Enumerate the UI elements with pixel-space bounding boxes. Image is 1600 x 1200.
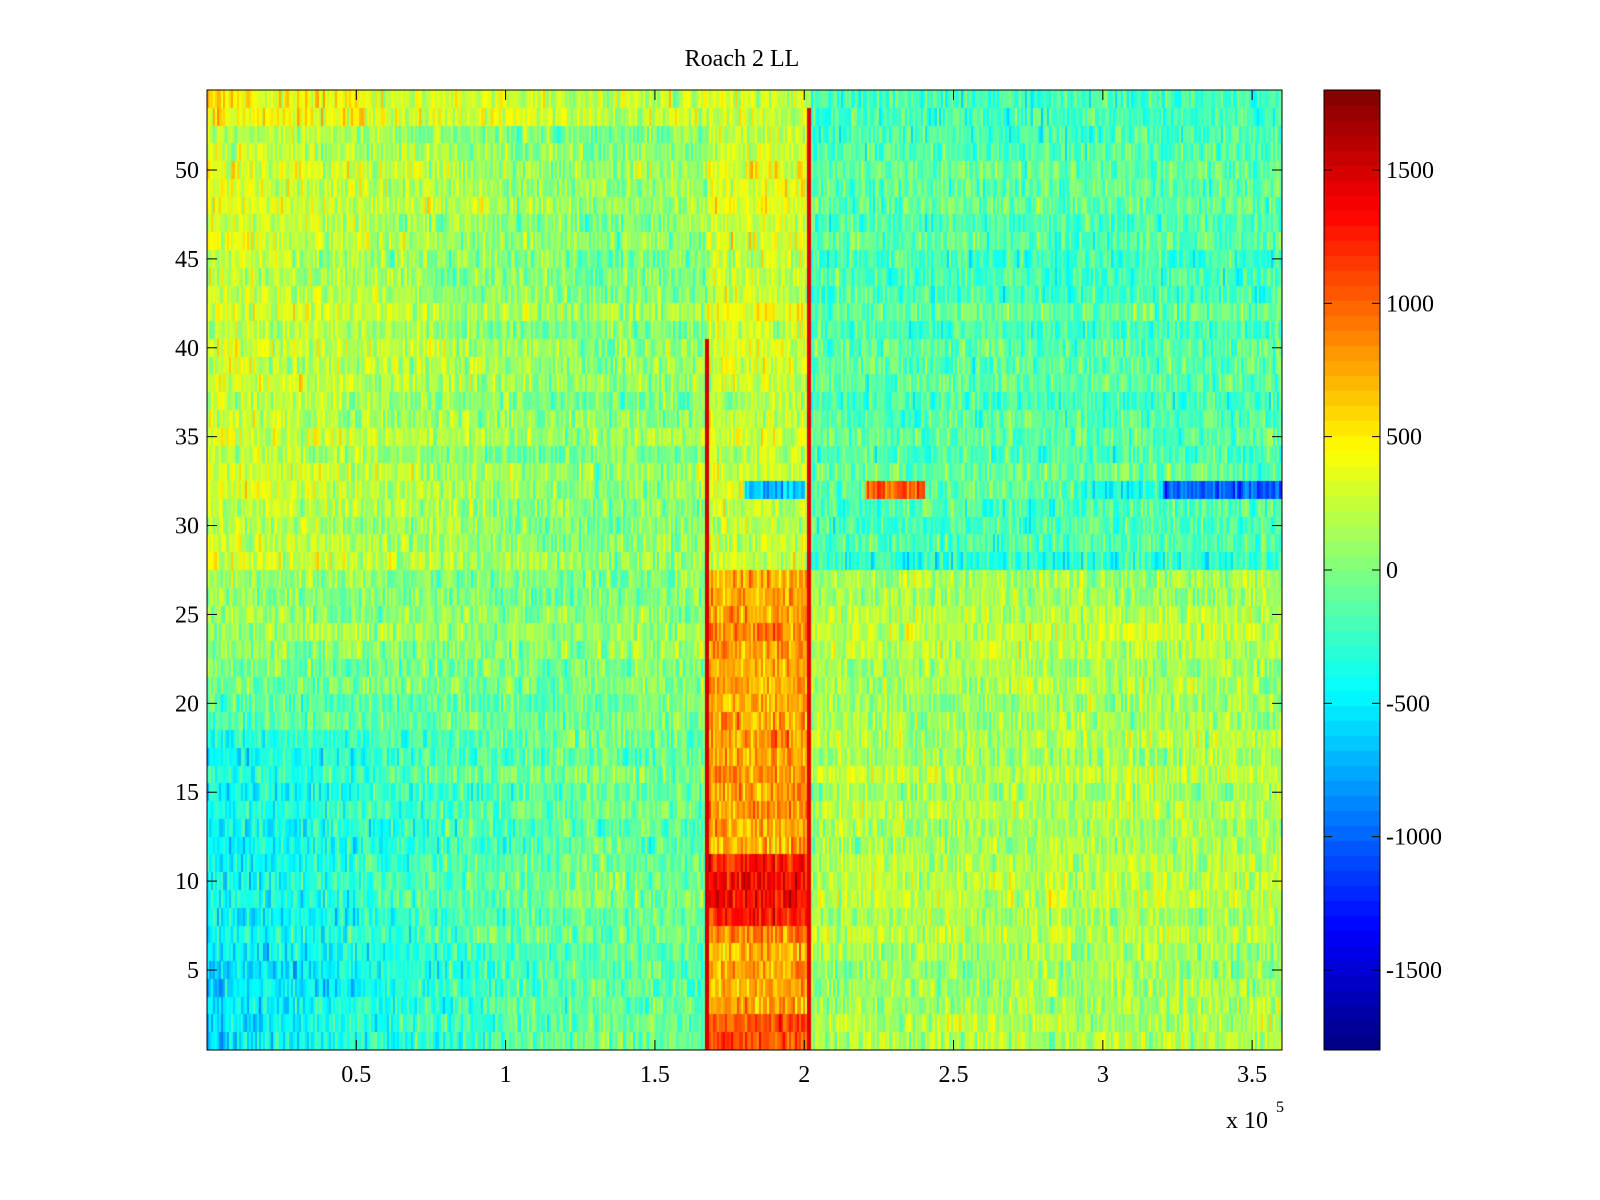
plot-area: 0.5 1 1.5 2 2.5 3 3.5 5 10 15 20 25 30 35 40 45 50 x 10… — [175, 89, 1284, 1134]
x-tick-label: 3.5 — [1237, 1062, 1267, 1088]
y-tick-label: 15 — [175, 780, 199, 806]
y-tick-label: 25 — [175, 602, 199, 628]
colorbar-axis: -1500 -1000 -500 0 500 1000 1500 — [1324, 158, 1442, 984]
svg-text:x 10: x 10 — [1226, 1108, 1268, 1134]
colorbar-tick-label: 1500 — [1386, 158, 1434, 184]
colorbar-gradient — [1324, 90, 1380, 1050]
y-tick-label: 5 — [187, 958, 199, 984]
y-tick-label: 50 — [175, 158, 199, 184]
x-tick-label: 2.5 — [939, 1062, 969, 1088]
colorbar-tick-label: -500 — [1386, 691, 1430, 717]
x-multiplier: x 10 5 — [1226, 1099, 1284, 1134]
colorbar: -1500 -1000 -500 0 500 1000 1500 — [1323, 89, 1442, 1051]
x-tick-label: 2 — [798, 1062, 810, 1088]
chart-title: Roach 2 LL — [685, 46, 800, 72]
plot-frame — [206, 89, 1283, 1051]
y-tick-label: 20 — [175, 691, 199, 717]
y-tick-label: 35 — [175, 425, 199, 451]
y-tick-label: 45 — [175, 247, 199, 273]
colorbar-tick-label: -1500 — [1386, 958, 1442, 984]
y-tick-label: 40 — [175, 336, 199, 362]
x-tick-label: 1.5 — [640, 1062, 670, 1088]
x-tick-label: 1 — [500, 1062, 512, 1088]
y-tick-label: 10 — [175, 869, 199, 895]
y-tick-label: 30 — [175, 514, 199, 540]
y-axis: 5 10 15 20 25 30 35 40 45 50 — [175, 158, 1282, 984]
heatmap-image — [207, 90, 1282, 1050]
x-tick-label: 0.5 — [341, 1062, 371, 1088]
x-multiplier-base: x 10 — [1226, 1108, 1268, 1134]
colorbar-tick-label: 0 — [1386, 558, 1398, 584]
colorbar-tick-label: -1000 — [1386, 825, 1442, 851]
x-multiplier-exponent: 5 — [1276, 1099, 1284, 1116]
colorbar-tick-label: 500 — [1386, 425, 1422, 451]
colorbar-tick-label: 1000 — [1386, 291, 1434, 317]
x-tick-label: 3 — [1097, 1062, 1109, 1088]
x-axis: 0.5 1 1.5 2 2.5 3 3.5 — [341, 90, 1267, 1088]
